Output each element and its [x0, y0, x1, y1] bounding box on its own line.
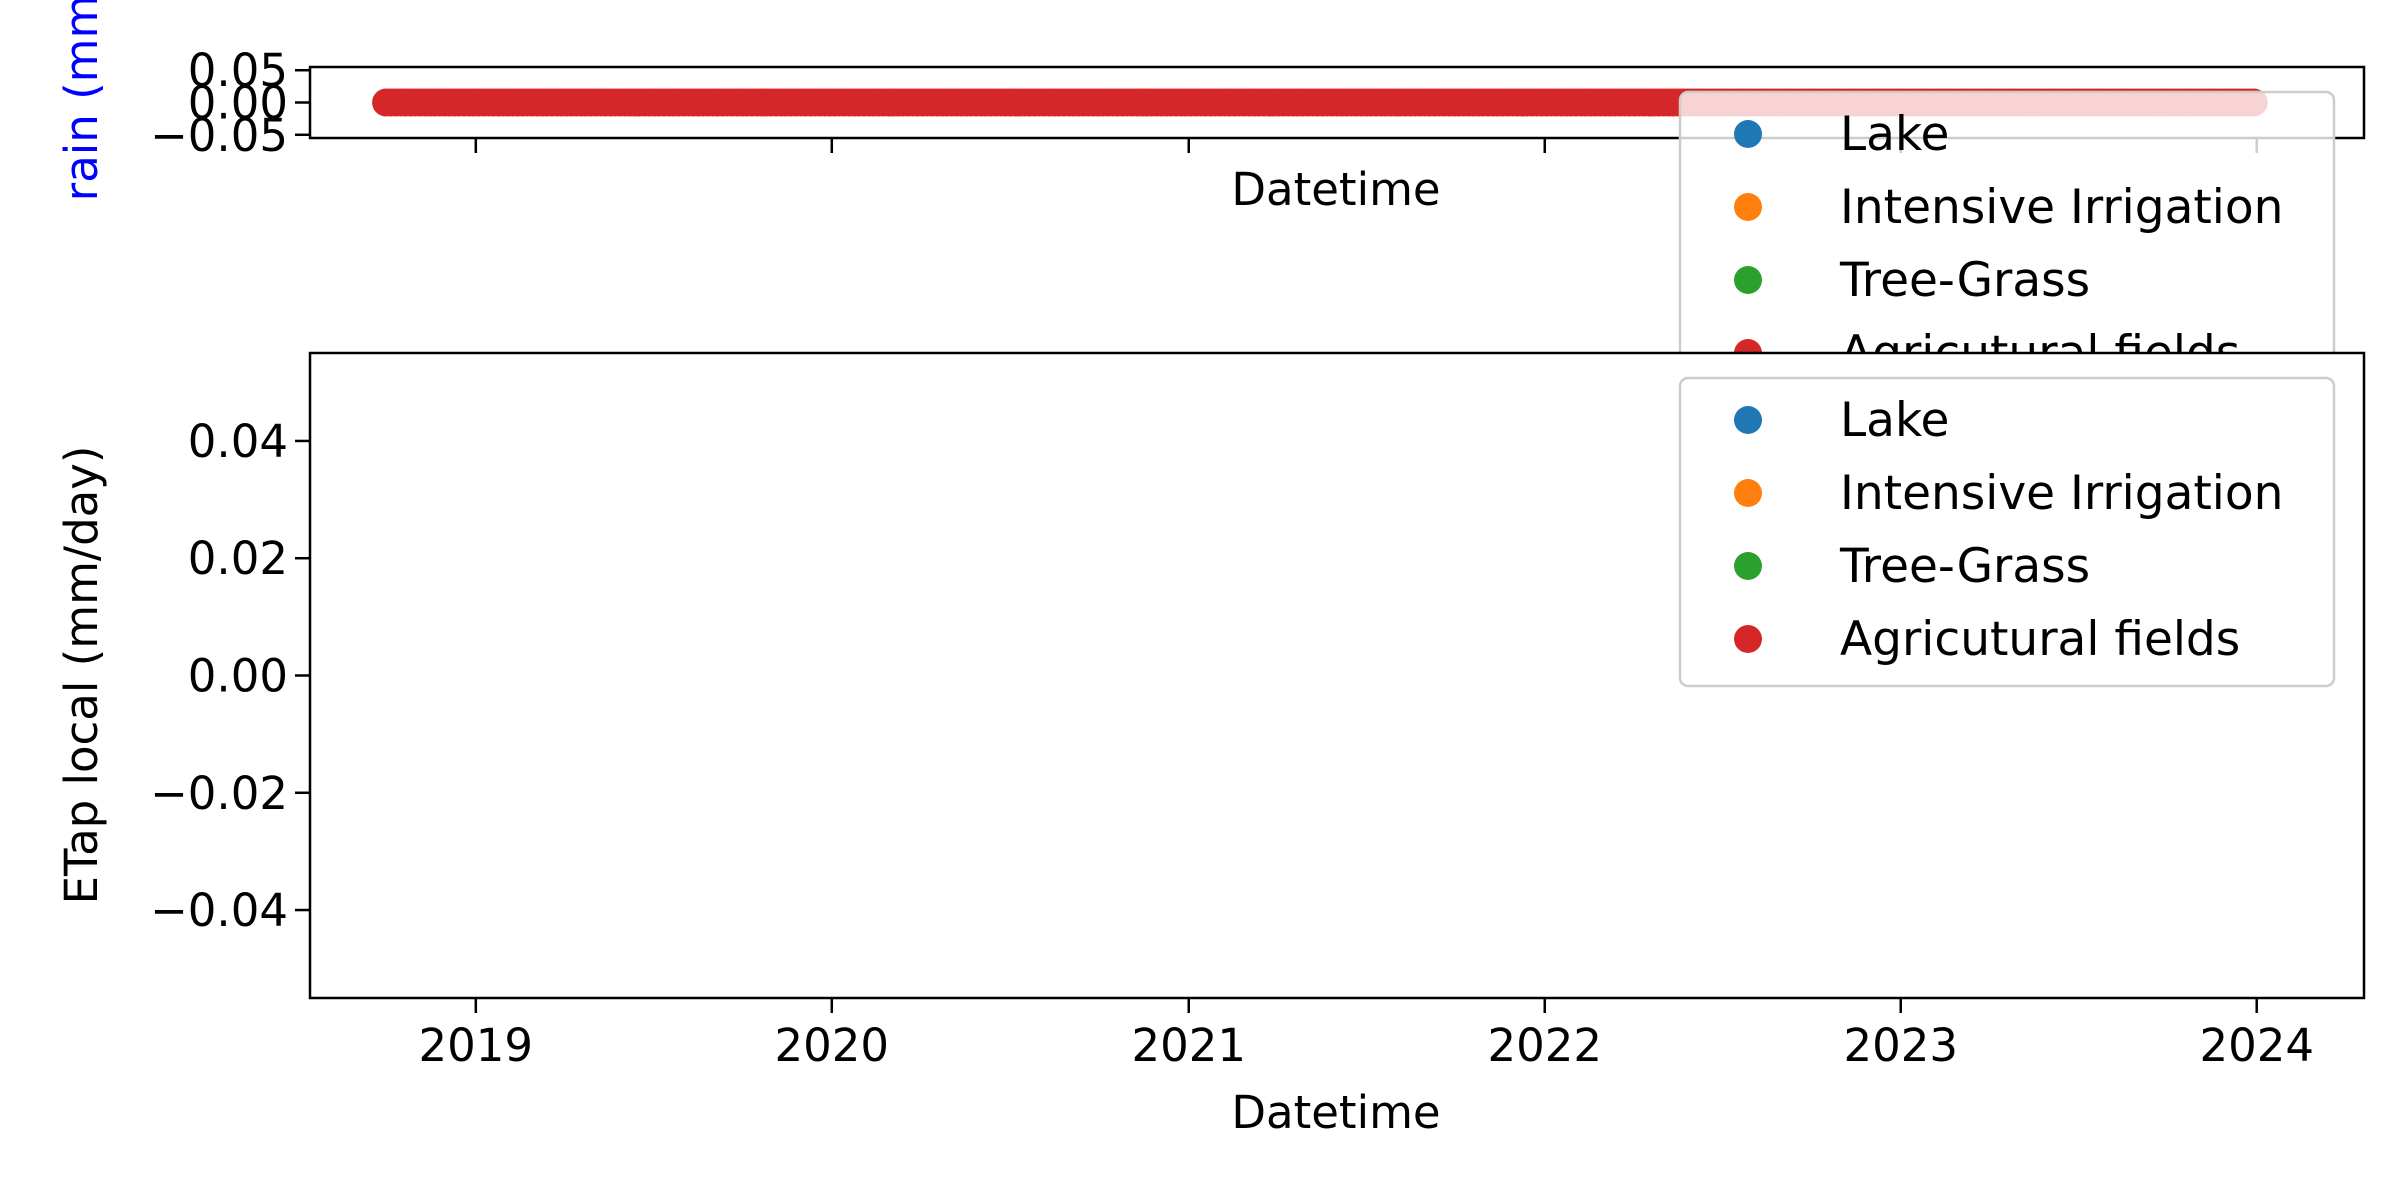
legend-marker — [1734, 406, 1762, 434]
legend-label: Agricutural fields — [1840, 612, 2240, 667]
x-tick-label: 2022 — [1487, 1019, 1602, 1072]
legend-marker — [1734, 193, 1762, 221]
rain-x-axis-label: Datetime — [1231, 163, 1440, 216]
y-tick-label: 0.02 — [188, 532, 288, 585]
legend-marker — [1734, 625, 1762, 653]
x-tick-label: 2020 — [775, 1019, 890, 1072]
y-tick-label: 0.00 — [188, 650, 288, 703]
legend-marker — [1734, 266, 1762, 294]
legend-label: Lake — [1840, 393, 1949, 448]
legend-marker — [1734, 552, 1762, 580]
etap-legend: Lake Intensive Irrigation Tree-Grass Agricu… — [1678, 376, 2336, 688]
legend-label: Intensive Irrigation — [1840, 180, 2283, 235]
etap-y-ticks: −0.04 −0.02 0.00 0.02 0.04 — [150, 415, 310, 937]
x-tick-label: 2023 — [1843, 1019, 1958, 1072]
legend-marker — [1734, 479, 1762, 507]
legend-label: Tree-Grass — [1839, 253, 2090, 308]
y-tick-label: −0.05 — [150, 109, 288, 162]
rain-y-ticks: −0.050.000.05 — [150, 44, 310, 162]
y-tick-label: 0.04 — [188, 415, 288, 468]
legend-label: Lake — [1840, 107, 1949, 162]
legend-marker — [1734, 120, 1762, 148]
y-tick-label: 0.05 — [188, 44, 288, 97]
legend-label: Tree-Grass — [1839, 539, 2090, 594]
legend-label: Intensive Irrigation — [1840, 466, 2283, 521]
x-tick-label: 2021 — [1131, 1019, 1246, 1072]
rain-panel: −0.050.000.05 Datetime rain (mm Lake Inte… — [55, 0, 2366, 394]
x-tick-label: 2024 — [2199, 1019, 2314, 1072]
etap-legend-box — [1678, 376, 2336, 688]
y-tick-label: 0.00 — [188, 77, 288, 130]
x-tick-label: 2019 — [419, 1019, 534, 1072]
rain-y-axis-label: rain (mm — [55, 0, 108, 201]
y-tick-label: −0.04 — [150, 884, 288, 937]
y-tick-label: −0.02 — [150, 767, 288, 820]
etap-x-axis-label: Datetime — [1231, 1086, 1440, 1139]
etap-x-ticks: 2019 2020 2021 2022 2023 2024 — [419, 998, 2314, 1072]
etap-panel: −0.04−0.020.000.020.04 2019 2020 2021 2022 2… — [55, 351, 2366, 1139]
etap-y-axis-label: ETap local (mm/day) — [55, 446, 108, 905]
